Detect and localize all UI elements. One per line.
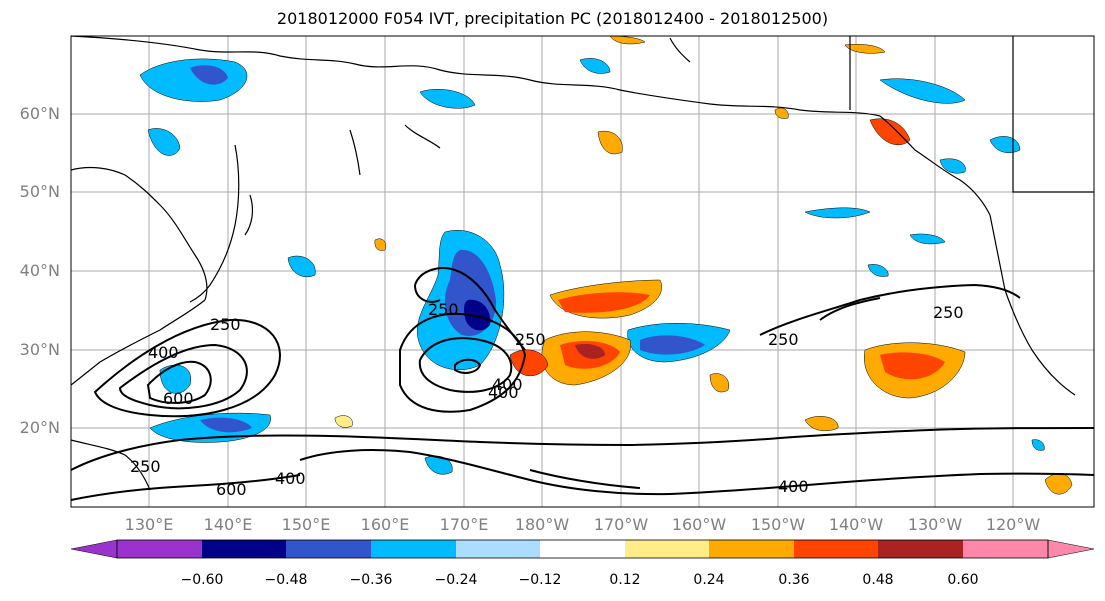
colorbar-tick-label: −0.24 [434,572,478,588]
colorbar-segment [878,540,963,558]
colorbar-min-extend [70,539,118,559]
colorbar-segment [625,540,709,558]
colorbar-segment [794,540,878,558]
lat-label: 20°N [19,418,60,437]
lon-label: 130°W [907,515,963,534]
lat-label: 60°N [19,104,60,123]
colorbar-tick-label: 0.24 [693,572,725,588]
lat-label: 30°N [19,340,60,359]
lat-label: 40°N [19,261,60,280]
colorbar-segment [963,540,1048,558]
contour-label: 250 [515,330,546,349]
coastlines [70,35,1094,491]
lon-label: 150°W [750,515,806,534]
lon-label: 120°W [985,515,1041,534]
contour-label: 400 [778,477,809,496]
colorbar-segment [286,540,371,558]
precipitation-anomaly-shading [139,35,1073,495]
lon-label: 150°E [281,515,331,534]
map-title: 2018012000 F054 IVT, precipitation PC (2… [276,9,829,28]
lon-label: 130°E [124,515,174,534]
contour-label: 250 [130,457,161,476]
lon-label: 140°E [203,515,253,534]
colorbar-tick-label: −0.12 [518,572,562,588]
contour-label: 600 [216,480,247,499]
contour-label: 400 [492,375,523,394]
contour-label: 250 [210,315,241,334]
colorbar-segment [371,540,456,558]
colorbar-tick-label: 0.48 [862,572,894,588]
lat-label: 50°N [19,182,60,201]
lon-label: 160°E [360,515,410,534]
colorbar-max-extend [1047,539,1095,559]
colorbar-tick-label: −0.48 [264,572,308,588]
lon-label: 170°E [439,515,489,534]
colorbar-tick-label: −0.60 [180,572,224,588]
contour-label: 250 [428,300,459,319]
colorbar-segment [709,540,794,558]
colorbar-tick-label: 0.12 [609,572,641,588]
colorbar-tick-label: −0.36 [349,572,393,588]
contour-label: 600 [163,389,194,408]
map-frame [70,35,1095,508]
contour-label: 400 [148,343,179,362]
lon-label: 140°W [828,515,884,534]
ivt-contours [70,267,1095,501]
contour-label: 400 [275,469,306,488]
colorbar-tick-label: 0.36 [778,572,810,588]
colorbar [70,539,1095,559]
contour-label: 250 [933,303,964,322]
contour-labels: 250 400 600 250 400 250 250 250 250 400 … [130,300,964,499]
contour-label: 250 [768,330,799,349]
colorbar-segment [202,540,286,558]
lon-label: 180°W [514,515,570,534]
gridlines [71,36,1094,507]
colorbar-segment [117,540,202,558]
colorbar-segment [456,540,540,558]
lon-label: 170°W [593,515,649,534]
contour-label: 400 [488,383,519,402]
colorbar-tick-label: 0.60 [947,572,979,588]
colorbar-segment [540,540,625,558]
lon-label: 160°W [671,515,727,534]
